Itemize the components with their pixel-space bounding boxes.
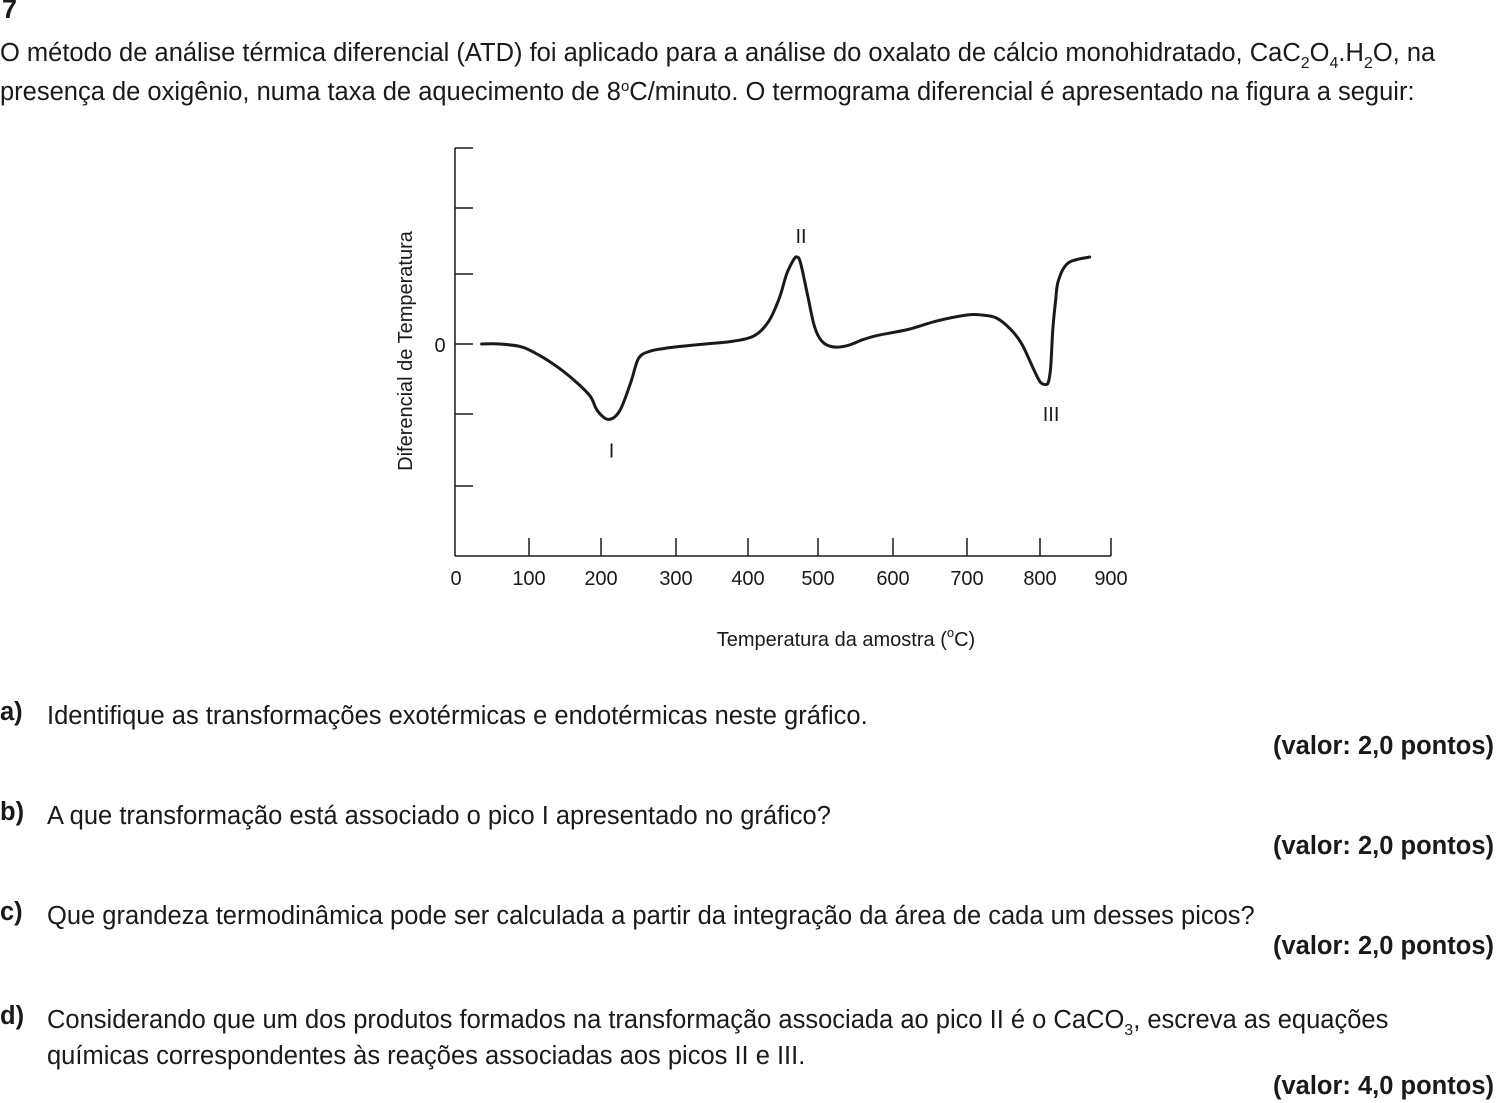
item-c-label: c)	[0, 898, 23, 926]
y-axis-label: Diferencial de Temperatura	[395, 230, 417, 471]
item-b-value: (valor: 2,0 pontos)	[1272, 832, 1494, 860]
x-tick-label: 900	[1094, 568, 1127, 590]
x-axis-label: Temperatura da amostra (oC)	[717, 625, 975, 651]
item-d-value: (valor: 4,0 pontos)	[1272, 1072, 1494, 1100]
question-number: 7	[2, 0, 18, 24]
question-intro: O método de análise térmica diferencial …	[0, 39, 1436, 106]
item-d-text: Considerando que um dos produtos formado…	[47, 1006, 1389, 1070]
y-tick-label-zero: 0	[434, 335, 445, 357]
x-tick-label: 800	[1023, 568, 1056, 590]
x-tick-label: 0	[450, 568, 461, 590]
item-b-text: A que transformação está associado o pic…	[47, 802, 831, 830]
dta-chart: 0 100 200 300 400 500 600 700 800 900 0 Diferenci…	[395, 147, 1128, 651]
x-tick-label: 400	[731, 568, 764, 590]
peak-label: III	[1043, 404, 1060, 426]
item-c-text: Que grandeza termodinâmica pode ser calc…	[47, 902, 1255, 930]
item-a-text: Identifique as transformações exotérmica…	[47, 702, 868, 730]
item-c-value: (valor: 2,0 pontos)	[1272, 932, 1494, 960]
peak-label: I	[609, 440, 615, 462]
item-a-value: (valor: 2,0 pontos)	[1272, 732, 1494, 760]
item-d-label: d)	[0, 1002, 25, 1030]
item-b-label: b)	[0, 798, 25, 826]
x-tick-label: 300	[659, 568, 692, 590]
dta-curve	[480, 255, 1092, 421]
item-a-label: a)	[0, 698, 23, 726]
x-tick-label: 500	[801, 568, 834, 590]
chart-axes	[454, 147, 1111, 557]
x-tick-label: 200	[584, 568, 617, 590]
x-tick-label: 700	[950, 568, 983, 590]
x-tick-label: 100	[512, 568, 545, 590]
x-ticks: 0 100 200 300 400 500 600 700 800 900	[450, 538, 1128, 590]
peak-label: II	[795, 226, 806, 248]
x-tick-label: 600	[876, 568, 909, 590]
